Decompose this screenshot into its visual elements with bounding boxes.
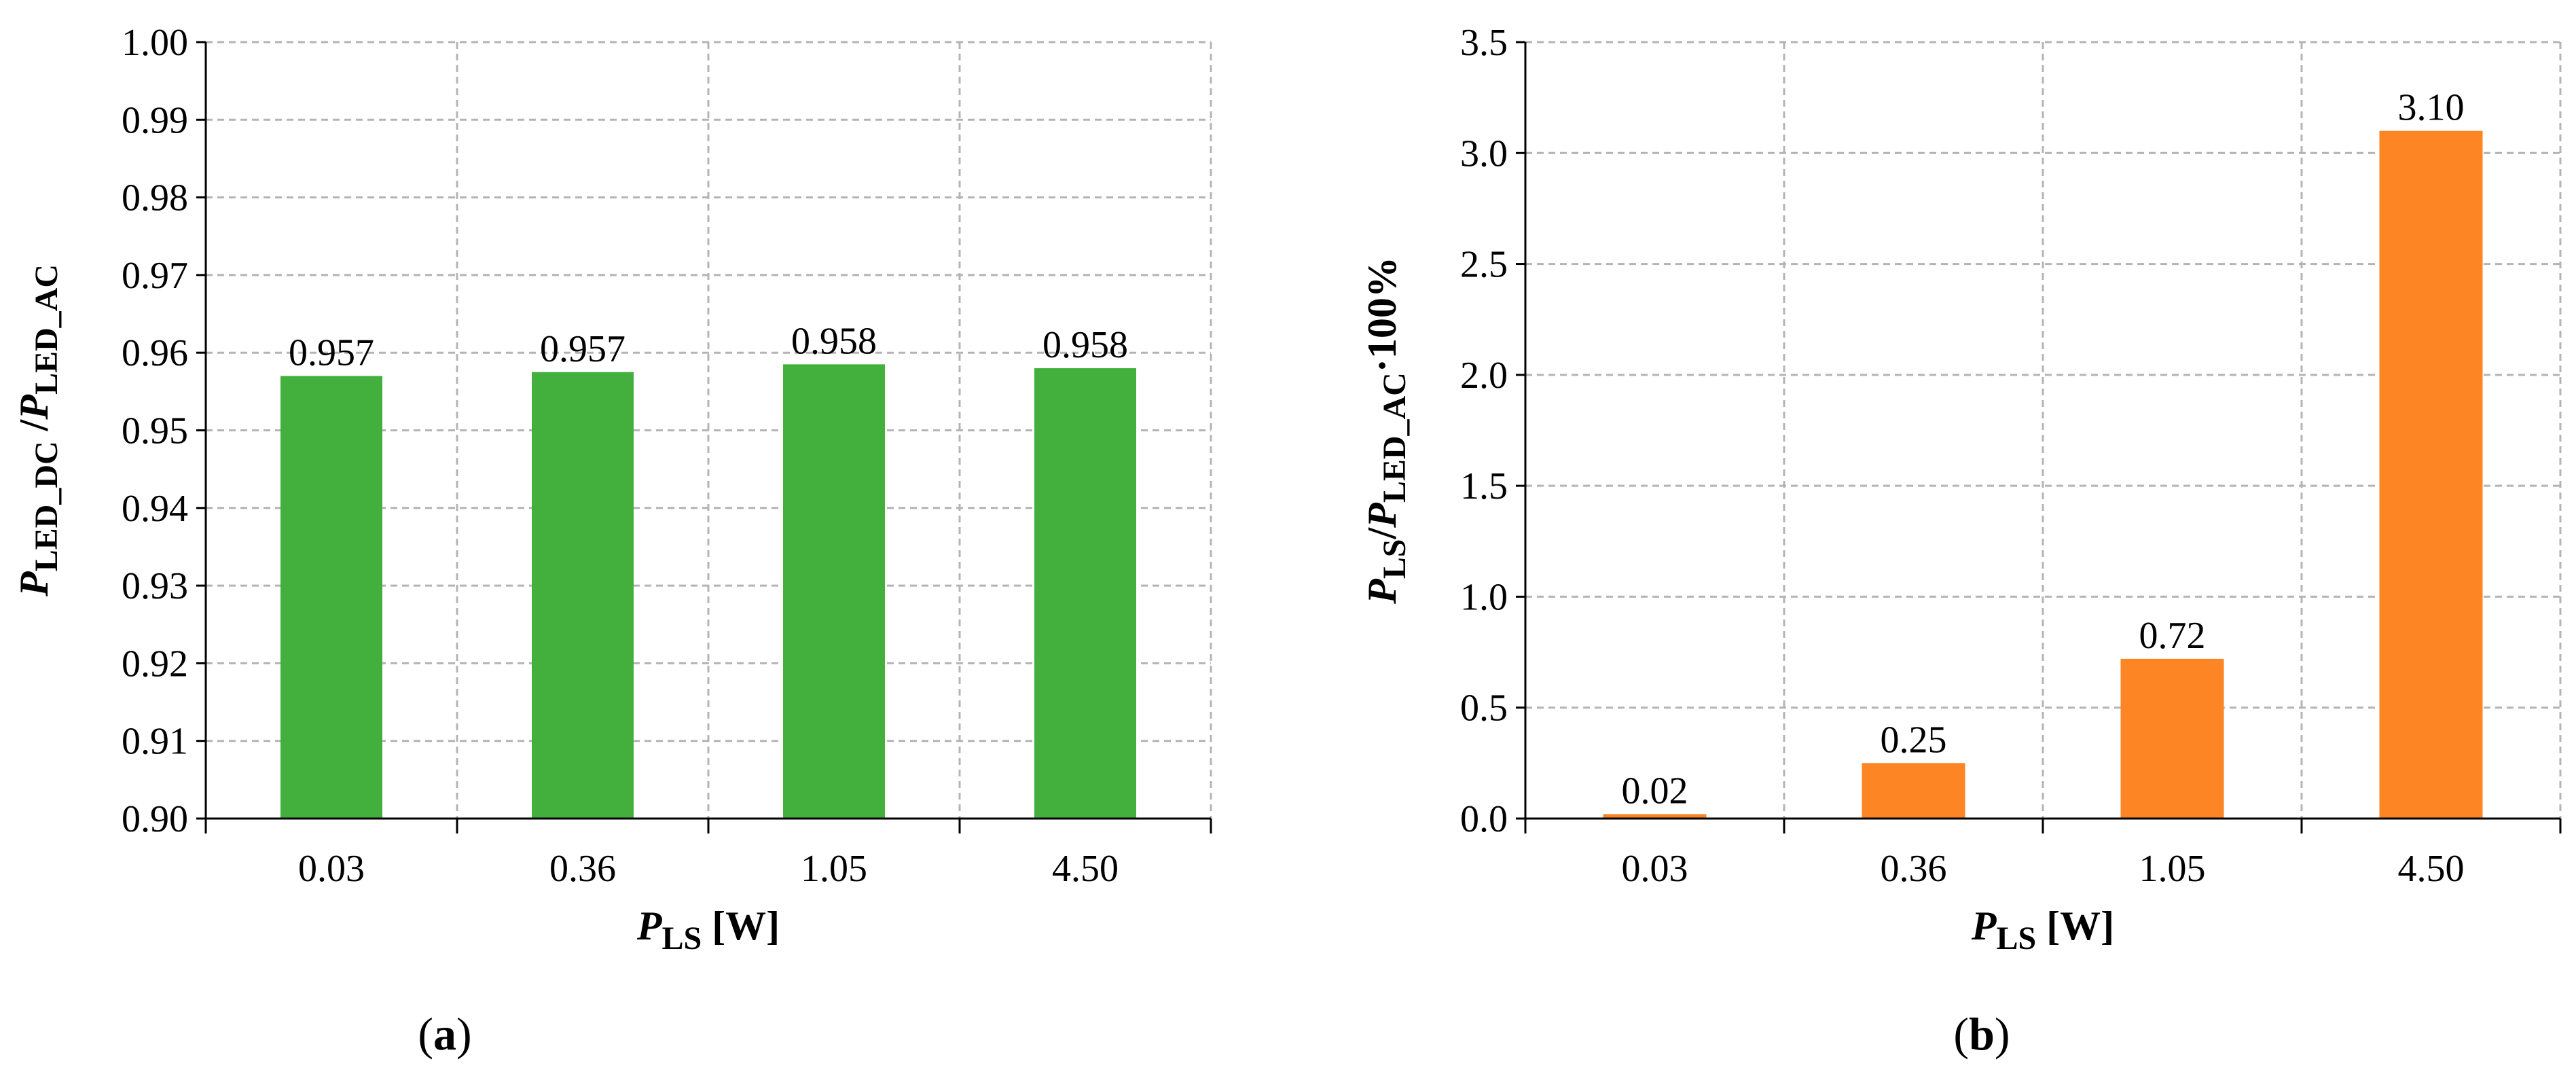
y-axis-title-symbol: P	[1360, 578, 1404, 605]
y-tick-label: 3.0	[1460, 132, 1508, 175]
y-tick-label: 0.96	[122, 332, 188, 374]
y-tick-label: 3.5	[1460, 22, 1508, 64]
y-tick-label: 0.91	[122, 721, 188, 763]
y-tick-label: 0.99	[122, 99, 188, 141]
y-tick-label: 2.0	[1460, 355, 1508, 397]
y-tick-label: 1.00	[122, 22, 188, 64]
data-label: 0.957	[289, 331, 374, 374]
x-tick-label: 0.36	[1881, 848, 1947, 890]
bar	[2120, 658, 2224, 819]
y-axis-title-suffix: ·100%	[1360, 257, 1404, 372]
data-label: 0.958	[791, 320, 877, 362]
x-axis-title-unit: [W]	[2036, 903, 2114, 948]
chart-panel-a: 0.90 0.91 0.92 0.93 0.94 0.95 0.96 0.97 0.98 0.99…	[12, 22, 1212, 956]
y-axis-title-separator: /	[12, 418, 56, 441]
y-tick-label: 0.90	[122, 798, 188, 840]
caption-a: (a)	[418, 1008, 471, 1060]
bar	[2379, 130, 2483, 819]
y-axis-title: PLED_DC /PLED_AC	[12, 264, 65, 597]
x-axis-title-subscript: LS	[1996, 920, 2036, 956]
y-axis-title-subscript: LS	[1377, 539, 1413, 579]
bar	[1862, 763, 1965, 819]
y-axis-title-subscript: LED_DC	[29, 441, 65, 571]
caption-b: (b)	[1953, 1008, 2010, 1060]
x-tick-label: 0.03	[1622, 848, 1688, 890]
y-tick-label: 0.0	[1460, 798, 1508, 840]
y-axis-title-symbol-2: P	[1360, 502, 1404, 528]
data-label: 0.72	[2139, 615, 2206, 657]
x-axis-title-symbol: P	[636, 903, 663, 948]
y-tick-label: 0.92	[122, 643, 188, 685]
x-axis-title-unit: [W]	[702, 903, 780, 948]
y-axis-title-symbol: P	[12, 571, 56, 597]
bar	[1034, 368, 1136, 819]
bar	[532, 372, 634, 819]
y-axis-title-subscript-2: LED_AC	[1377, 372, 1413, 503]
x-axis-title: PLS [W]	[1971, 903, 2114, 956]
x-tick-label: 0.36	[549, 848, 616, 890]
bar	[1603, 814, 1707, 819]
y-tick-label: 0.93	[122, 565, 188, 607]
x-axis-title-subscript: LS	[661, 920, 702, 956]
data-label: 0.957	[540, 328, 625, 370]
y-axis-title-symbol-2: P	[12, 394, 56, 420]
y-tick-label: 2.5	[1460, 244, 1508, 286]
y-tick-label: 1.0	[1460, 576, 1508, 618]
caption-b-letter: b	[1969, 1008, 1995, 1060]
bar	[783, 364, 885, 819]
data-label: 0.958	[1042, 324, 1128, 366]
x-axis-title-symbol: P	[1971, 903, 1997, 948]
x-tick-label: 1.05	[801, 848, 867, 890]
x-tick-label: 1.05	[2139, 848, 2206, 890]
y-tick-label: 0.98	[122, 177, 188, 219]
data-label: 3.10	[2398, 87, 2465, 129]
caption-a-letter: a	[433, 1008, 456, 1060]
data-label: 0.02	[1622, 770, 1688, 812]
x-tick-label: 4.50	[2398, 848, 2465, 890]
x-tick-label: 4.50	[1052, 848, 1119, 890]
y-tick-label: 0.95	[122, 410, 188, 452]
y-tick-label: 0.97	[122, 255, 188, 297]
data-label: 0.25	[1881, 719, 1947, 761]
chart-panel-b: 0.0 0.5 1.0 1.5 2.0 2.5 3.0 3.5 0.02 0.03 0.25 0.36…	[1360, 22, 2562, 956]
x-tick-label: 0.03	[298, 848, 365, 890]
y-axis-title: PLS/PLED_AC·100%	[1360, 257, 1413, 605]
bar	[280, 376, 382, 819]
y-tick-label: 1.5	[1460, 465, 1508, 507]
y-axis-title-separator: /	[1360, 527, 1404, 540]
y-tick-label: 0.94	[122, 488, 188, 530]
x-axis-title: PLS [W]	[636, 903, 780, 956]
y-axis-title-subscript-2: LED_AC	[29, 264, 65, 395]
y-tick-label: 0.5	[1460, 687, 1508, 730]
